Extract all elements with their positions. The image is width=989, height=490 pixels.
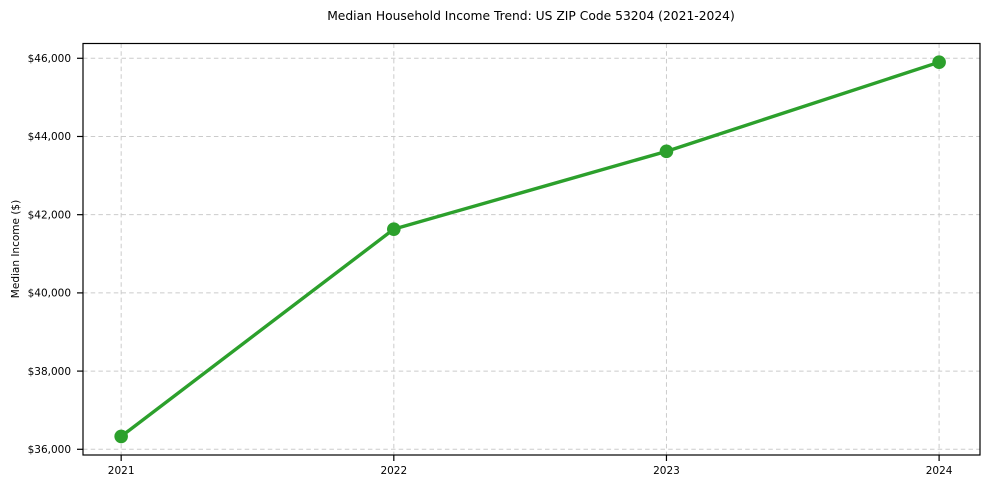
data-point (932, 55, 946, 69)
data-point (114, 429, 128, 444)
y-tick-label: $38,000 (28, 366, 71, 378)
data-point (387, 222, 401, 236)
x-tick-label: 2022 (380, 465, 407, 477)
chart-title: Median Household Income Trend: US ZIP Co… (327, 9, 735, 23)
income-trend-line (119, 60, 941, 439)
y-tick-label: $46,000 (28, 53, 71, 65)
x-tick-label: 2024 (926, 465, 953, 477)
chart-layer: $36,000 $38,000 $40,000 $42,000 $44,000 $46,0… (28, 42, 981, 477)
y-axis-label: Median Income ($) (10, 200, 22, 298)
plot-border (82, 42, 981, 456)
x-tick-label: 2023 (653, 465, 680, 477)
y-tick-label: $40,000 (28, 288, 71, 300)
y-tick-label: $44,000 (28, 131, 71, 143)
y-tick-label: $36,000 (28, 444, 71, 456)
x-tick-label: 2021 (108, 465, 135, 477)
data-point (659, 144, 674, 159)
y-tick-label: $42,000 (28, 209, 71, 221)
